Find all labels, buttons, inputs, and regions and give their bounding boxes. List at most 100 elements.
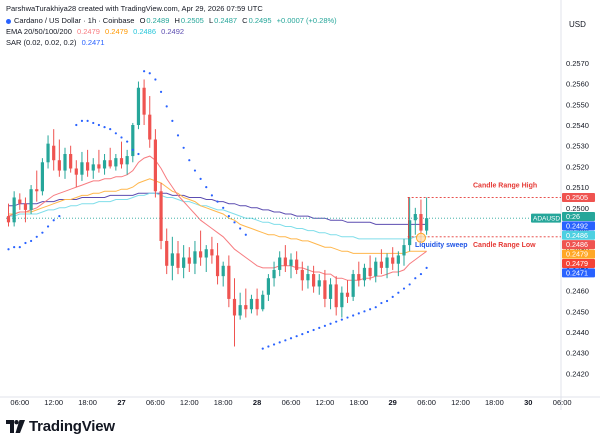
- candle-down[interactable]: [283, 257, 287, 266]
- sar-dot: [182, 146, 185, 149]
- candle-up[interactable]: [29, 189, 33, 210]
- sar-dot: [295, 335, 298, 338]
- candle-down[interactable]: [323, 280, 327, 299]
- candle-down[interactable]: [97, 164, 101, 169]
- candle-up[interactable]: [396, 255, 400, 264]
- candle-up[interactable]: [317, 280, 321, 287]
- sar-legend[interactable]: SAR (0.02, 0.02, 0.2) 0.2471: [6, 38, 108, 47]
- candle-up[interactable]: [402, 245, 406, 256]
- candle-down[interactable]: [391, 257, 395, 264]
- candle-down[interactable]: [300, 269, 304, 281]
- candle-down[interactable]: [176, 253, 180, 268]
- sar-dot: [425, 266, 428, 269]
- candle-up[interactable]: [362, 267, 367, 281]
- candle-up[interactable]: [278, 257, 282, 270]
- candle-down[interactable]: [148, 114, 152, 140]
- candle-up[interactable]: [63, 154, 67, 171]
- candle-down[interactable]: [52, 145, 56, 161]
- candle-down[interactable]: [379, 261, 383, 268]
- candle-up[interactable]: [272, 269, 276, 279]
- candle-up[interactable]: [125, 156, 129, 165]
- ema-legend[interactable]: EMA 20/50/100/200 0.2479 0.2479 0.2486 0…: [6, 27, 187, 36]
- candle-down[interactable]: [23, 203, 28, 210]
- candle-down[interactable]: [255, 298, 259, 310]
- candle-down[interactable]: [108, 160, 112, 167]
- candle-up[interactable]: [40, 162, 44, 192]
- price-tag: [562, 258, 595, 268]
- candle-down[interactable]: [334, 284, 338, 308]
- candle-down[interactable]: [142, 87, 146, 115]
- candle-up[interactable]: [221, 265, 225, 277]
- candle-down[interactable]: [159, 191, 163, 241]
- sar-dot: [18, 246, 21, 249]
- sar-dot: [24, 241, 27, 245]
- candle-up[interactable]: [351, 274, 355, 297]
- candle-down[interactable]: [74, 168, 78, 175]
- candle-up[interactable]: [385, 257, 389, 268]
- candle-down[interactable]: [69, 154, 73, 169]
- candle-up[interactable]: [131, 125, 135, 157]
- candle-down[interactable]: [153, 139, 157, 192]
- tradingview-wordmark: TradingView: [29, 417, 115, 435]
- candle-down[interactable]: [368, 267, 372, 277]
- candle-down[interactable]: [6, 216, 11, 223]
- candle-down[interactable]: [57, 160, 61, 171]
- candle-down[interactable]: [232, 298, 237, 316]
- candle-down[interactable]: [210, 249, 214, 256]
- sar-dot: [52, 219, 55, 222]
- candle-down[interactable]: [215, 255, 220, 277]
- candle-up[interactable]: [102, 160, 107, 169]
- candle-up[interactable]: [182, 257, 186, 268]
- candle-down[interactable]: [119, 158, 124, 165]
- sar-dot: [284, 339, 287, 342]
- candle-up[interactable]: [12, 197, 16, 223]
- candle-up[interactable]: [80, 162, 84, 175]
- candle-up[interactable]: [46, 143, 50, 163]
- sar-label: SAR (0.02, 0.02, 0.2): [6, 38, 77, 47]
- candle-down[interactable]: [295, 259, 299, 270]
- candle-down[interactable]: [227, 265, 231, 299]
- candle-down[interactable]: [86, 162, 90, 171]
- sar-dot: [335, 320, 338, 323]
- candle-up[interactable]: [289, 259, 293, 266]
- candle-down[interactable]: [187, 257, 191, 264]
- candle-up[interactable]: [114, 158, 118, 167]
- candle-down[interactable]: [357, 274, 361, 281]
- candle-up[interactable]: [249, 298, 254, 310]
- sar-dot: [109, 128, 112, 131]
- candle-down[interactable]: [345, 292, 350, 297]
- sar-dot: [380, 301, 383, 305]
- candle-up[interactable]: [425, 218, 429, 231]
- candle-down[interactable]: [35, 189, 39, 192]
- candle-up[interactable]: [136, 87, 141, 126]
- candle-down[interactable]: [312, 274, 316, 287]
- sar-dot: [159, 90, 163, 93]
- candle-up[interactable]: [266, 278, 270, 295]
- candle-up[interactable]: [193, 251, 197, 264]
- sar-dot: [165, 105, 168, 108]
- sar-dot: [306, 330, 310, 334]
- candle-up[interactable]: [91, 164, 95, 171]
- candle-down[interactable]: [18, 199, 22, 204]
- candle-up[interactable]: [408, 220, 412, 246]
- y-tick-label: 0.2460: [566, 287, 589, 296]
- sar-dot: [205, 186, 208, 189]
- candle-down[interactable]: [165, 240, 169, 266]
- candle-up[interactable]: [413, 214, 417, 221]
- candle-up[interactable]: [306, 274, 310, 281]
- candle-up[interactable]: [170, 253, 174, 266]
- candle-down[interactable]: [244, 305, 248, 310]
- candle-up[interactable]: [261, 294, 265, 310]
- candle-down[interactable]: [419, 214, 423, 231]
- candle-up[interactable]: [340, 292, 344, 308]
- ema100-line: [8, 192, 427, 240]
- price-tag-text: 0.2479: [566, 259, 588, 268]
- candle-up[interactable]: [328, 284, 333, 299]
- candle-down[interactable]: [199, 251, 203, 258]
- candle-up[interactable]: [238, 305, 242, 316]
- open-label: O: [139, 16, 146, 25]
- sar-dot: [340, 318, 343, 321]
- candle-up[interactable]: [204, 249, 208, 258]
- candle-up[interactable]: [374, 261, 378, 277]
